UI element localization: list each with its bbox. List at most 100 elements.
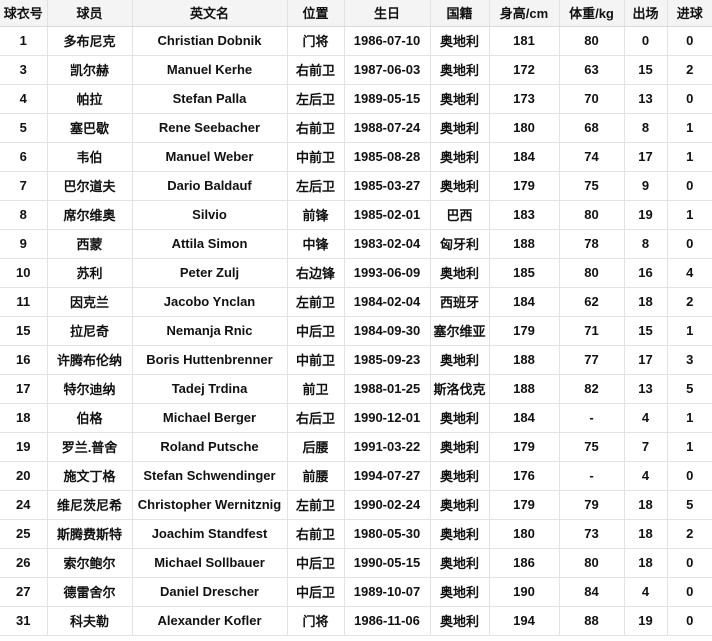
cell-position: 门将: [287, 26, 345, 56]
cell-height-cm: 188: [489, 229, 560, 259]
cell-birthday: 1985-08-28: [344, 142, 431, 172]
table-row: 27 德雷舍尔 Daniel Drescher 中后卫 1989-10-07 奥地利 190…: [0, 577, 712, 607]
cell-appearances: 13: [624, 84, 668, 114]
cell-goals: 0: [667, 84, 712, 114]
cell-player-name-cn: 施文丁格: [47, 461, 133, 491]
cell-jersey-number: 1: [0, 26, 48, 56]
cell-appearances: 15: [624, 316, 668, 346]
cell-player-name-en: Manuel Weber: [132, 142, 288, 172]
cell-player-name-cn: 伯格: [47, 403, 133, 433]
cell-weight-kg: 88: [559, 606, 625, 636]
cell-jersey-number: 10: [0, 258, 48, 288]
cell-weight-kg: 73: [559, 519, 625, 549]
cell-position: 中锋: [287, 229, 345, 259]
cell-birthday: 1989-10-07: [344, 577, 431, 607]
column-header-birthday: 生日: [344, 0, 431, 27]
cell-birthday: 1987-06-03: [344, 55, 431, 85]
cell-player-name-en: Alexander Kofler: [132, 606, 288, 636]
cell-nationality: 奥地利: [430, 55, 490, 85]
cell-nationality: 奥地利: [430, 26, 490, 56]
table-row: 20 施文丁格 Stefan Schwendinger 前腰 1994-07-27 奥地利…: [0, 461, 712, 491]
cell-weight-kg: 79: [559, 490, 625, 520]
cell-position: 右前卫: [287, 55, 345, 85]
cell-appearances: 18: [624, 490, 668, 520]
cell-goals: 4: [667, 258, 712, 288]
cell-weight-kg: 68: [559, 113, 625, 143]
table-row: 5 塞巴歇 Rene Seebacher 右前卫 1988-07-24 奥地利 180 68 8…: [0, 113, 712, 143]
cell-goals: 5: [667, 374, 712, 404]
cell-player-name-en: Boris Huttenbrenner: [132, 345, 288, 375]
table-row: 18 伯格 Michael Berger 右后卫 1990-12-01 奥地利 184-4 1: [0, 403, 712, 433]
cell-player-name-en: Christopher Wernitznig: [132, 490, 288, 520]
cell-player-name-cn: 索尔鲍尔: [47, 548, 133, 578]
cell-height-cm: 194: [489, 606, 560, 636]
cell-jersey-number: 27: [0, 577, 48, 607]
cell-weight-kg: 63: [559, 55, 625, 85]
cell-goals: 2: [667, 287, 712, 317]
cell-weight-kg: -: [559, 403, 625, 433]
cell-birthday: 1994-07-27: [344, 461, 431, 491]
cell-height-cm: 181: [489, 26, 560, 56]
cell-nationality: 奥地利: [430, 461, 490, 491]
cell-position: 右前卫: [287, 113, 345, 143]
cell-position: 右边锋: [287, 258, 345, 288]
cell-jersey-number: 16: [0, 345, 48, 375]
cell-jersey-number: 25: [0, 519, 48, 549]
column-header-weight-kg: 体重/kg: [559, 0, 625, 27]
cell-weight-kg: 62: [559, 287, 625, 317]
cell-height-cm: 179: [489, 490, 560, 520]
cell-nationality: 奥地利: [430, 258, 490, 288]
cell-goals: 0: [667, 171, 712, 201]
cell-position: 前锋: [287, 200, 345, 230]
table-row: 31 科夫勒 Alexander Kofler 门将 1986-11-06 奥地利 194 8…: [0, 606, 712, 636]
cell-player-name-en: Dario Baldauf: [132, 171, 288, 201]
table-row: 16 许腾布伦纳 Boris Huttenbrenner 中前卫 1985-09-23 奥…: [0, 345, 712, 375]
cell-goals: 1: [667, 403, 712, 433]
cell-birthday: 1984-02-04: [344, 287, 431, 317]
cell-player-name-en: Rene Seebacher: [132, 113, 288, 143]
cell-jersey-number: 18: [0, 403, 48, 433]
cell-height-cm: 172: [489, 55, 560, 85]
cell-birthday: 1983-02-04: [344, 229, 431, 259]
cell-player-name-cn: 帕拉: [47, 84, 133, 114]
cell-jersey-number: 8: [0, 200, 48, 230]
cell-height-cm: 188: [489, 345, 560, 375]
cell-player-name-en: Manuel Kerhe: [132, 55, 288, 85]
table-row: 3 凯尔赫 Manuel Kerhe 右前卫 1987-06-03 奥地利 172 63 15 2: [0, 55, 712, 85]
cell-height-cm: 188: [489, 374, 560, 404]
cell-nationality: 奥地利: [430, 519, 490, 549]
cell-goals: 1: [667, 142, 712, 172]
cell-position: 中后卫: [287, 316, 345, 346]
cell-player-name-en: Joachim Standfest: [132, 519, 288, 549]
column-header-player-name-cn: 球员: [47, 0, 133, 27]
column-header-appearances: 出场: [624, 0, 668, 27]
cell-nationality: 奥地利: [430, 548, 490, 578]
cell-position: 中后卫: [287, 577, 345, 607]
cell-nationality: 奥地利: [430, 84, 490, 114]
cell-jersey-number: 19: [0, 432, 48, 462]
cell-nationality: 塞尔维亚: [430, 316, 490, 346]
cell-position: 右前卫: [287, 519, 345, 549]
cell-position: 右后卫: [287, 403, 345, 433]
cell-player-name-cn: 巴尔道夫: [47, 171, 133, 201]
cell-weight-kg: 80: [559, 258, 625, 288]
cell-birthday: 1988-07-24: [344, 113, 431, 143]
cell-appearances: 18: [624, 548, 668, 578]
cell-goals: 0: [667, 606, 712, 636]
column-header-goals: 进球: [667, 0, 712, 27]
cell-position: 前腰: [287, 461, 345, 491]
cell-jersey-number: 3: [0, 55, 48, 85]
cell-player-name-en: Silvio: [132, 200, 288, 230]
cell-player-name-cn: 斯腾费斯特: [47, 519, 133, 549]
cell-player-name-en: Daniel Drescher: [132, 577, 288, 607]
cell-goals: 0: [667, 229, 712, 259]
cell-jersey-number: 17: [0, 374, 48, 404]
cell-appearances: 13: [624, 374, 668, 404]
cell-goals: 0: [667, 577, 712, 607]
cell-height-cm: 173: [489, 84, 560, 114]
cell-birthday: 1986-11-06: [344, 606, 431, 636]
cell-player-name-cn: 塞巴歇: [47, 113, 133, 143]
cell-appearances: 0: [624, 26, 668, 56]
cell-appearances: 16: [624, 258, 668, 288]
column-header-player-name-en: 英文名: [132, 0, 288, 27]
